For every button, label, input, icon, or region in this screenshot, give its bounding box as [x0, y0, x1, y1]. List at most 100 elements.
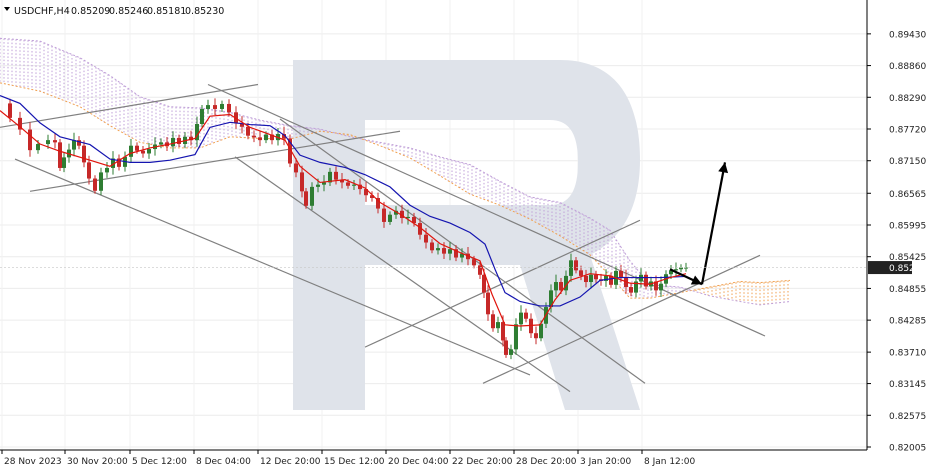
candle-bear — [87, 162, 91, 179]
time-tick-label: 5 Dec 12:00 — [132, 457, 187, 467]
price-tick-label: 0.82575 — [889, 412, 926, 422]
candle-bear — [189, 136, 193, 141]
candle-bear — [584, 275, 588, 283]
candle-bull — [589, 274, 593, 283]
candle-bear — [524, 312, 528, 319]
candle-bear — [288, 138, 292, 164]
candle-bear — [8, 103, 12, 118]
time-tick-label: 12 Dec 20:00 — [260, 457, 321, 467]
candle-bear — [358, 184, 362, 190]
price-tick-label: 0.89430 — [889, 30, 926, 40]
candle-bull — [129, 145, 133, 157]
watermark-logo-icon — [293, 60, 640, 410]
candle-bear — [28, 129, 32, 151]
trend-line[interactable] — [14, 158, 531, 376]
candle-bear — [334, 171, 338, 180]
ohlc-open: 0.85209 — [71, 6, 110, 17]
trend-lines — [0, 83, 766, 393]
candle-bull — [111, 158, 115, 168]
candle-bear — [579, 270, 583, 276]
candle-bear — [454, 249, 458, 258]
candle-bear — [300, 172, 304, 192]
candle-bear — [486, 292, 490, 315]
candle-bull — [460, 253, 464, 258]
trend-line[interactable] — [0, 83, 259, 128]
current-price-badge — [868, 261, 912, 275]
time-tick-label: 3 Jan 20:00 — [580, 457, 632, 467]
candle-bear — [227, 103, 231, 113]
time-axis[interactable]: 28 Nov 2023 30 Nov 20:00 5 Dec 12:00 8 Dec … — [1, 450, 696, 467]
ohlc-high: 0.85246 — [109, 6, 148, 17]
price-tick-label: 0.87720 — [889, 126, 926, 136]
symbol-timeframe: USDCHF,H4 — [14, 6, 70, 17]
candle-bear — [442, 248, 446, 254]
time-tick-label: 28 Nov 2023 — [4, 457, 62, 467]
candle-bull — [539, 323, 543, 339]
forecast-arrows — [669, 162, 729, 286]
candle-bear — [478, 265, 482, 275]
candle-bull — [264, 134, 268, 141]
candle-bull — [514, 324, 518, 350]
candle-bear — [53, 140, 57, 143]
candle-bear — [529, 318, 533, 334]
candle-bull — [388, 214, 392, 222]
arrow-head-icon — [690, 275, 702, 285]
price-tick-label: 0.83145 — [889, 380, 926, 390]
candle-bear — [77, 140, 81, 146]
candle-bull — [549, 290, 553, 308]
candle-bear — [559, 282, 563, 291]
candle-bear — [654, 281, 658, 291]
tenkan-sen-line — [0, 110, 687, 327]
candle-bull — [72, 140, 76, 150]
candle-bull — [604, 275, 608, 281]
candle-bear — [619, 270, 623, 278]
candle-bull — [674, 269, 678, 271]
triangle-down-icon[interactable] — [4, 7, 10, 11]
candle-bull — [352, 184, 356, 186]
trend-line[interactable] — [207, 83, 766, 337]
trend-line[interactable] — [29, 130, 401, 192]
indicator-lines — [0, 95, 687, 327]
ohlc-close: 0.85230 — [185, 6, 224, 17]
candle-bull — [406, 216, 410, 219]
trend-line[interactable] — [234, 156, 571, 393]
candle-bull — [448, 249, 452, 254]
price-axis[interactable]: 0.89430 0.88860 0.88290 0.87720 0.87150 0.865… — [0, 30, 926, 454]
candle-bear — [270, 134, 274, 141]
forecast-arrow[interactable] — [700, 162, 727, 285]
candle-bear — [364, 189, 368, 196]
candle-bear — [629, 287, 633, 293]
candle-bear — [574, 260, 578, 271]
candle-bull — [310, 186, 314, 206]
candle-bear — [412, 216, 416, 224]
trend-line[interactable] — [364, 219, 641, 348]
ohlc-low: 0.85181 — [147, 6, 186, 17]
candle-bear — [117, 158, 121, 167]
candle-bear — [472, 259, 476, 266]
chart-header: USDCHF,H4 0.85209 0.85246 0.85181 0.8523… — [4, 6, 224, 17]
candle-bull — [316, 184, 320, 187]
time-tick-label: 8 Dec 04:00 — [196, 457, 251, 467]
candle-bear — [400, 210, 404, 219]
arrow-head-icon — [718, 162, 729, 174]
candle-bull — [147, 149, 151, 154]
candle-bull — [200, 108, 204, 124]
time-tick-label: 30 Nov 20:00 — [67, 457, 128, 467]
candle-bull — [569, 260, 573, 276]
candle-bull — [322, 182, 326, 185]
candle-bear — [501, 322, 505, 341]
price-tick-label: 0.88290 — [889, 94, 926, 104]
candle-bull — [496, 322, 500, 329]
candle-bear — [594, 274, 598, 280]
candle-bear — [376, 198, 380, 209]
candle-bear — [644, 274, 648, 287]
price-tick-label: 0.88860 — [889, 62, 926, 72]
price-tick-label: 0.84285 — [889, 317, 926, 327]
candle-bear — [93, 178, 97, 191]
time-tick-label: 8 Jan 12:00 — [644, 457, 696, 467]
candle-bear — [370, 195, 374, 199]
trend-line[interactable] — [482, 254, 761, 384]
candle-bull — [554, 282, 558, 291]
time-tick-label: 20 Dec 04:00 — [388, 457, 449, 467]
